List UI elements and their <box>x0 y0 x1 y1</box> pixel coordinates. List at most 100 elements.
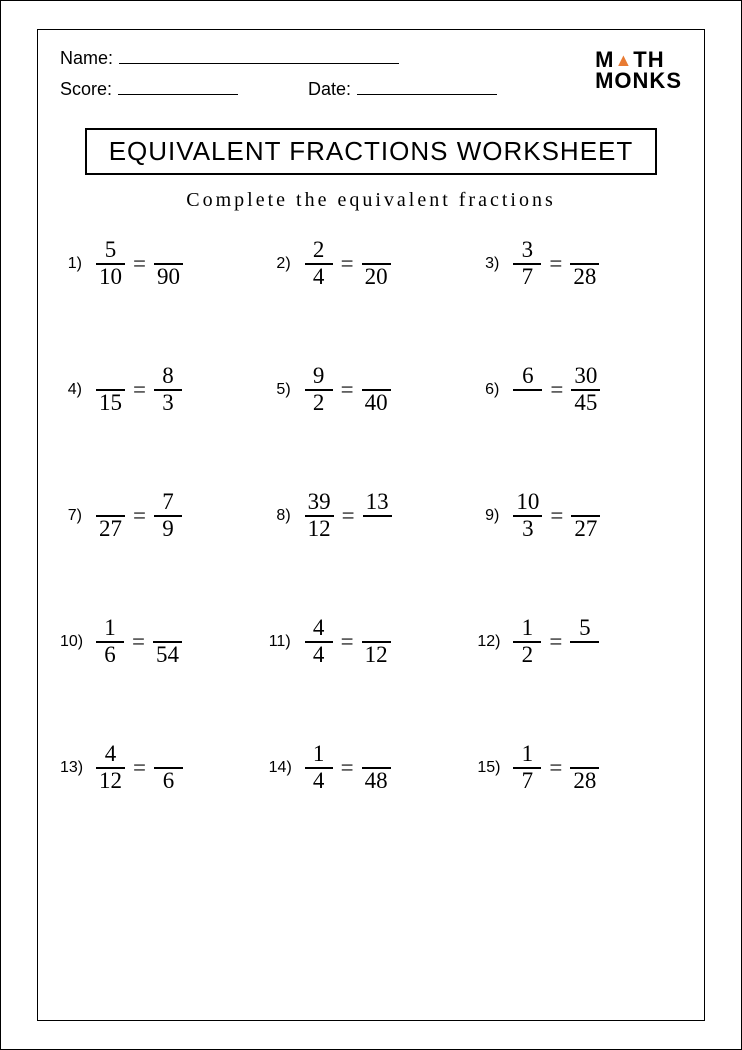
equals-sign: = <box>341 377 354 403</box>
fraction-right: 0090 <box>154 238 183 290</box>
numerator: 7 <box>154 490 182 515</box>
equals-sign: = <box>549 629 562 655</box>
problem-number: 2) <box>269 255 295 273</box>
fraction-right: 83 <box>154 364 182 416</box>
problem-number: 10) <box>60 633 86 651</box>
fraction-right: 3045 <box>571 364 600 416</box>
numerator: 30 <box>571 364 600 389</box>
problem: 8)3912=1300 <box>269 490 474 542</box>
numerator[interactable]: 00 <box>362 616 391 641</box>
problem-number: 7) <box>60 507 86 525</box>
denominator[interactable]: 00 <box>363 517 392 542</box>
numerator[interactable]: 00 <box>570 742 599 767</box>
logo-line-2: MONKS <box>595 71 682 92</box>
worksheet-subtitle: Complete the equivalent fractions <box>60 189 682 212</box>
fraction-left: 12 <box>513 616 541 668</box>
date-input-line[interactable] <box>357 81 497 95</box>
numerator: 39 <box>305 490 334 515</box>
numerator: 1 <box>305 742 333 767</box>
page: M▲TH MONKS Name: Score: Date: EQUIVALENT… <box>0 0 742 1050</box>
equals-sign: = <box>133 377 146 403</box>
problem-number: 14) <box>269 759 295 777</box>
fraction-right: 1300 <box>363 490 392 542</box>
problem: 12) 12 = 500 <box>477 616 682 668</box>
equals-sign: = <box>549 251 562 277</box>
problem: 14)14=0048 <box>269 742 474 794</box>
logo: M▲TH MONKS <box>595 50 682 92</box>
name-row: Name: <box>60 48 682 69</box>
worksheet-title: EQUIVALENT FRACTIONS WORKSHEET <box>85 128 658 175</box>
fraction-right: 500 <box>570 616 599 668</box>
denominator: 20 <box>362 265 391 290</box>
equals-sign: = <box>550 503 563 529</box>
denominator: 45 <box>571 391 600 416</box>
date-label: Date: <box>308 79 351 100</box>
problem: 5)92=0040 <box>269 364 474 416</box>
fraction-left: 14 <box>305 742 333 794</box>
numerator[interactable]: 00 <box>362 742 391 767</box>
score-date-row: Score: Date: <box>60 79 682 100</box>
fraction-right: 0054 <box>153 616 182 668</box>
denominator: 2 <box>305 391 333 416</box>
problem: 15)17=0028 <box>477 742 682 794</box>
numerator[interactable]: 00 <box>153 616 182 641</box>
fraction-right: 0027 <box>571 490 600 542</box>
problem: 13)412=006 <box>60 742 265 794</box>
denominator: 40 <box>362 391 391 416</box>
numerator: 10 <box>513 490 542 515</box>
problem-number: 12) <box>477 633 503 651</box>
fraction-right: 0020 <box>362 238 391 290</box>
denominator: 12 <box>96 769 125 794</box>
denominator: 12 <box>362 643 391 668</box>
fraction-left: 600 <box>513 364 542 416</box>
name-label: Name: <box>60 48 113 69</box>
score-input-line[interactable] <box>118 81 238 95</box>
denominator: 48 <box>362 769 391 794</box>
fraction-left: 0027 <box>96 490 125 542</box>
fraction-left: 44 <box>305 616 333 668</box>
numerator[interactable]: 00 <box>96 490 125 515</box>
problem: 3)37=0028 <box>477 238 682 290</box>
score-label: Score: <box>60 79 112 100</box>
numerator: 1 <box>513 616 541 641</box>
problem-number: 4) <box>60 381 86 399</box>
title-container: EQUIVALENT FRACTIONS WORKSHEET <box>60 128 682 175</box>
problem: 2)24=0020 <box>269 238 474 290</box>
fraction-left: 24 <box>305 238 333 290</box>
denominator: 4 <box>305 769 333 794</box>
numerator: 6 <box>514 364 542 389</box>
fraction-left: 3912 <box>305 490 334 542</box>
denominator[interactable]: 00 <box>513 391 542 416</box>
fraction-left: 16 <box>96 616 124 668</box>
equals-sign: = <box>133 755 146 781</box>
numerator[interactable]: 00 <box>154 238 183 263</box>
denominator: 3 <box>514 517 542 542</box>
name-input-line[interactable] <box>119 50 399 64</box>
equals-sign: = <box>549 755 562 781</box>
equals-sign: = <box>342 503 355 529</box>
numerator[interactable]: 00 <box>571 490 600 515</box>
numerator: 4 <box>97 742 125 767</box>
denominator: 15 <box>96 391 125 416</box>
denominator: 6 <box>154 769 182 794</box>
denominator[interactable]: 00 <box>570 643 599 668</box>
fraction-right: 0028 <box>570 238 599 290</box>
problem-number: 1) <box>60 255 86 273</box>
numerator[interactable]: 00 <box>570 238 599 263</box>
denominator: 12 <box>305 517 334 542</box>
numerator[interactable]: 00 <box>362 364 391 389</box>
equals-sign: = <box>133 503 146 529</box>
denominator: 28 <box>570 265 599 290</box>
fraction-left: 92 <box>305 364 333 416</box>
numerator[interactable]: 00 <box>96 364 125 389</box>
denominator: 6 <box>96 643 124 668</box>
denominator: 3 <box>154 391 182 416</box>
denominator: 9 <box>154 517 182 542</box>
numerator[interactable]: 00 <box>362 238 391 263</box>
numerator: 1 <box>513 742 541 767</box>
fraction-left: 37 <box>513 238 541 290</box>
denominator: 2 <box>513 643 541 668</box>
numerator[interactable]: 00 <box>154 742 183 767</box>
equals-sign: = <box>132 629 145 655</box>
fraction-right: 0028 <box>570 742 599 794</box>
